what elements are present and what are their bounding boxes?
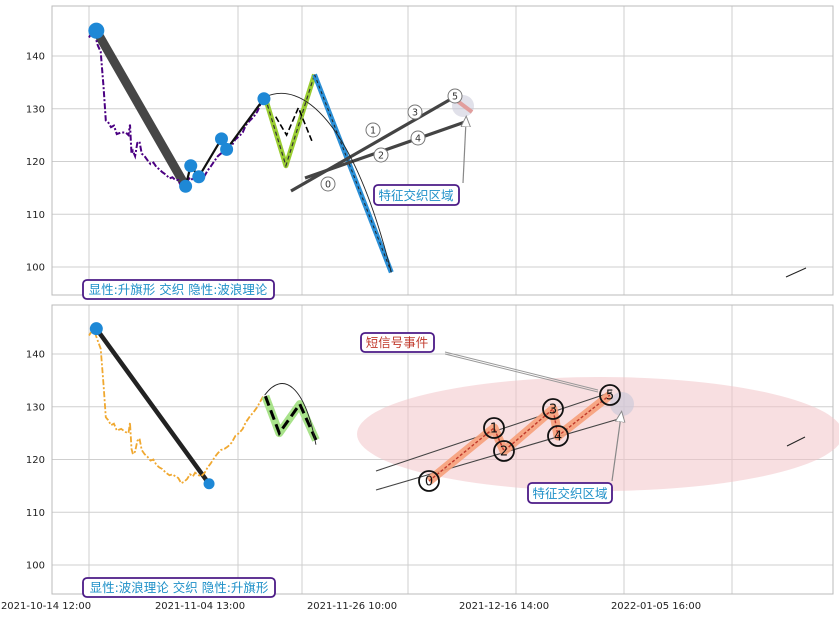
top-callout-arrow (463, 121, 466, 184)
wave-label-4: 4 (415, 134, 421, 145)
y-tick-label: 100 (26, 263, 45, 274)
arc-end-tick (785, 267, 807, 278)
x-tick-label: 2021-11-26 10:00 (307, 601, 397, 612)
short-signal-text: 短信号事件 (366, 335, 429, 350)
y-tick-label: 100 (26, 561, 45, 572)
top-callout-frame (373, 184, 460, 206)
x-tick-label: 2021-11-04 13:00 (155, 601, 245, 612)
top-y-tick-labels: 100 110 120 130 140 (26, 52, 45, 274)
flagpole-line (91, 26, 191, 191)
projection-arc (264, 93, 392, 273)
y-tick-label: 130 (26, 402, 45, 413)
y-tick-label: 140 (26, 52, 45, 63)
forecast-dashed-line (263, 395, 318, 441)
wave-label-0: 0 (325, 180, 331, 191)
wave-label-ring (542, 398, 564, 420)
bottom-callout-frame (527, 482, 613, 504)
pivot-point (220, 142, 234, 156)
wave-label-ring (483, 417, 505, 439)
flag-upper-channel (290, 93, 459, 193)
pivot-point (192, 170, 206, 184)
forecast-blue-centerline (314, 74, 392, 273)
y-tick-label: 140 (26, 350, 45, 361)
pivot-point (89, 322, 103, 336)
top-annotation-text: 显性:升旗形 交织 隐性:波浪理论 (89, 282, 268, 297)
projection-arc (264, 383, 317, 445)
top-gridlines (52, 6, 833, 295)
bottom-x-tick-labels: 2021-10-14 12:00 2021-11-04 13:00 2021-11-… (1, 601, 701, 612)
short-signal-arrow-outline (444, 353, 599, 393)
wave-band-centerline (428, 394, 611, 482)
y-tick-label: 120 (26, 455, 45, 466)
pivot-point (88, 22, 105, 39)
x-tick-label: 2022-01-05 16:00 (611, 601, 701, 612)
top-plot-area (52, 6, 833, 295)
wave-label-ring (407, 104, 423, 120)
wave-label-1: 1 (490, 422, 498, 437)
x-tick-label: 2021-10-14 12:00 (1, 601, 91, 612)
pivot-point (184, 159, 198, 173)
forecast-dashed-line (275, 105, 314, 143)
bottom-chart-marks: 0 12 3 4 5 (88, 322, 806, 492)
bottom-y-tick-labels: 100 110 120 130 140 (26, 350, 45, 572)
wave-label-2: 2 (500, 445, 508, 460)
wave-label-ring (410, 130, 426, 146)
price-series-line (88, 26, 267, 189)
wave-label-ring (373, 147, 389, 163)
pivot-point (257, 92, 271, 106)
wave-label-ring (493, 440, 515, 462)
wave-label-5: 5 (606, 389, 614, 404)
top-plot-frame (51, 5, 834, 296)
wave-label-3: 3 (549, 403, 557, 418)
y-tick-label: 110 (26, 508, 45, 519)
bottom-annotation-frame (82, 577, 276, 598)
y-tick-label: 110 (26, 210, 45, 221)
bottom-callout-short-signal: 短信号事件 (360, 332, 599, 393)
top-callout-feature-zone: 特征交织区域 (373, 121, 466, 206)
bottom-callout-feature-zone: 特征交织区域 (527, 416, 621, 504)
wave-label-5: 5 (452, 92, 458, 103)
short-signal-frame (360, 332, 435, 353)
arc-end-tick (786, 436, 806, 447)
wave-label-0: 0 (425, 475, 433, 490)
x-tick-label: 2021-12-16 14:00 (459, 601, 549, 612)
wave-label-3: 3 (412, 108, 418, 119)
short-signal-arrow (444, 351, 599, 391)
pivot-point (179, 179, 193, 193)
flag-lower-channel (375, 417, 623, 491)
wave-label-ring (418, 470, 440, 492)
y-tick-label: 130 (26, 104, 45, 115)
top-chart-marks: 0 1 2 3 4 5 (88, 22, 807, 278)
bottom-highlight-ellipse (357, 377, 839, 491)
top-annotation-frame (82, 279, 275, 300)
wave-label-ring (320, 176, 336, 192)
flagpole-line (94, 326, 212, 487)
wave-label-ring (365, 122, 381, 138)
pivot-point (214, 132, 228, 146)
wave-label-ring (447, 88, 463, 104)
top-callout-text: 特征交织区域 (378, 188, 453, 203)
bottom-annotation-box: 显性:波浪理论 交织 隐性:升旗形 (82, 577, 276, 598)
bottom-callout-arrow (611, 416, 621, 482)
pivot-point (203, 478, 215, 490)
wave-label-2: 2 (378, 151, 384, 162)
bottom-callout-text: 特征交织区域 (532, 486, 607, 501)
y-tick-label: 120 (26, 157, 45, 168)
bottom-annotation-text: 显性:波浪理论 交织 隐性:升旗形 (90, 580, 269, 595)
wave-label-ring (599, 384, 621, 406)
wave-label-1: 1 (370, 126, 376, 137)
top-panel: 100 110 120 130 140 0 1 2 3 4 5 特征交织区域 显性:升旗形 交织 … (26, 5, 834, 300)
feature-blob (610, 392, 634, 416)
wave-label-ring (547, 425, 569, 447)
wave-label-4: 4 (554, 430, 562, 445)
price-series-line (88, 326, 267, 485)
forecast-green-centerline (264, 74, 316, 168)
top-annotation-box: 显性:升旗形 交织 隐性:波浪理论 (82, 279, 275, 300)
